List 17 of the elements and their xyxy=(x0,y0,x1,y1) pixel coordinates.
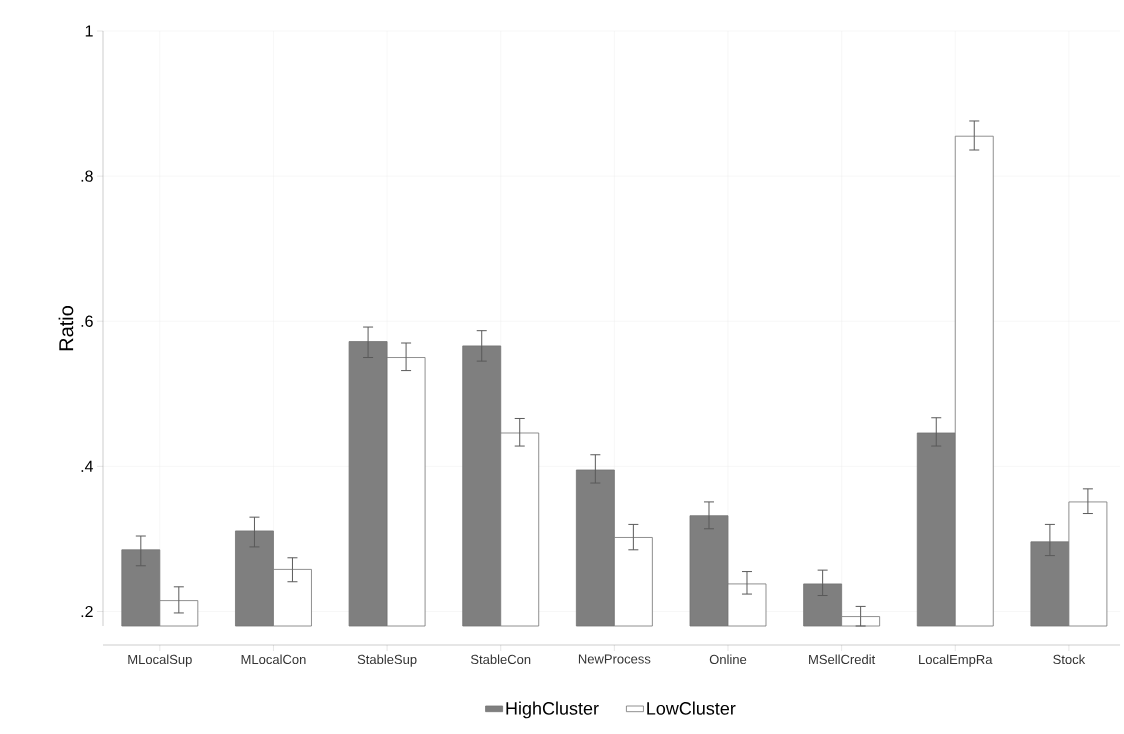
x-tick-label: MSellCredit xyxy=(809,654,876,665)
legend-label: HighCluster xyxy=(506,701,599,719)
x-tick-label: NewProcess xyxy=(578,654,651,664)
x-tick-label: MLocalCon xyxy=(241,654,306,665)
y-tick-label: 1 xyxy=(85,25,93,37)
y-tick-label: .8 xyxy=(81,170,93,182)
x-tick-label: StableSup xyxy=(357,654,417,667)
x-tick-label: Stock xyxy=(1053,654,1086,665)
y-tick-label: .2 xyxy=(81,605,93,618)
y-tick-label: .4 xyxy=(81,460,94,472)
y-tick-label: .6 xyxy=(81,315,93,327)
legend-label: LowCluster xyxy=(647,701,736,715)
x-tick-label: Online xyxy=(709,654,747,665)
x-tick-label: MLocalSup xyxy=(128,654,192,667)
x-tick-label: StableCon xyxy=(470,654,531,665)
y-axis-title: Ratio xyxy=(58,306,74,351)
x-tick-label: LocalEmpRa xyxy=(919,654,993,667)
